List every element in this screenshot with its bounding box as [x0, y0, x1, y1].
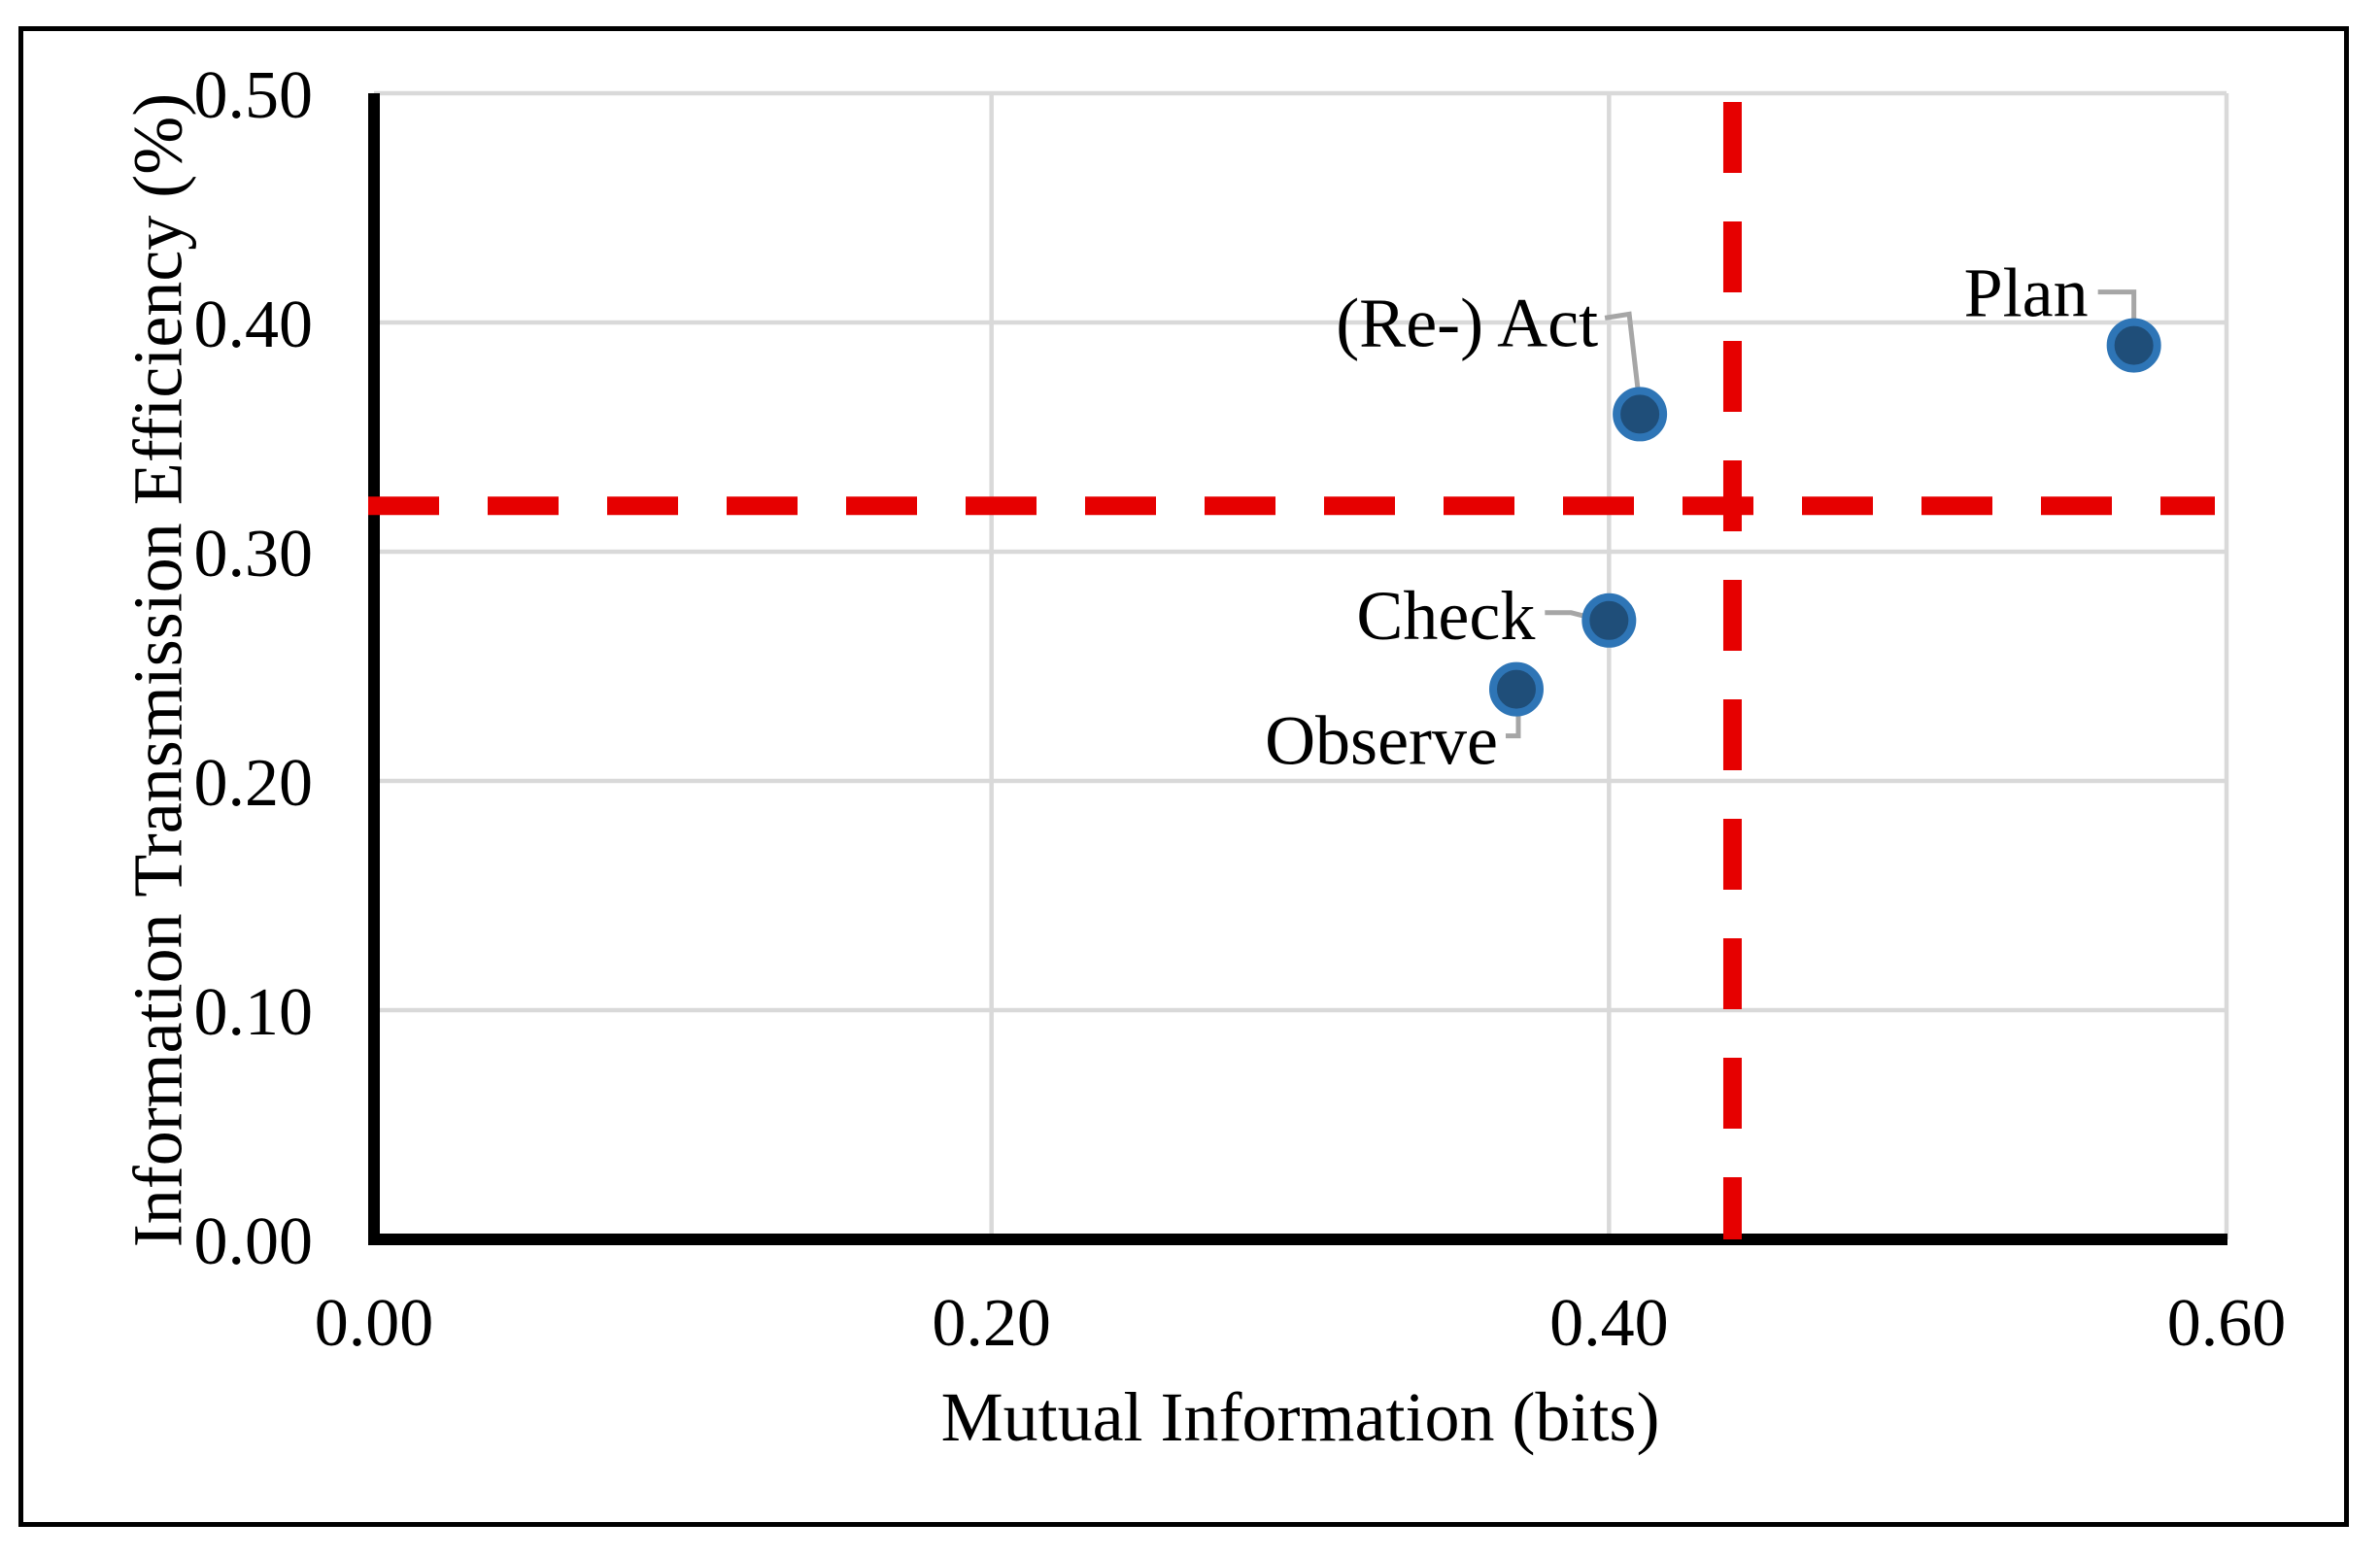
data-point	[1613, 387, 1668, 442]
y-tick-label: 0.00	[194, 1204, 314, 1279]
x-tick-label: 0.20	[932, 1286, 1051, 1361]
y-axis-title: Information Transmission Efficiency (%)	[119, 92, 197, 1248]
y-tick-label: 0.50	[194, 58, 314, 133]
y-tick-label: 0.20	[194, 746, 314, 821]
figure-border	[18, 26, 2349, 1527]
label-leader-line	[1604, 311, 1644, 416]
data-point-label: Observe	[1265, 702, 1498, 780]
data-point	[2106, 318, 2161, 373]
data-point-label: Plan	[1964, 254, 2089, 332]
y-tick-label: 0.10	[194, 975, 314, 1050]
data-point	[1581, 592, 1637, 648]
data-point	[1488, 661, 1544, 717]
x-axis-title: Mutual Information (bits)	[940, 1378, 1660, 1456]
data-point-label: (Re-) Act	[1336, 284, 1598, 361]
y-tick-label: 0.30	[194, 517, 314, 592]
data-point-label: Check	[1356, 577, 1535, 655]
x-tick-label: 0.00	[315, 1286, 434, 1361]
x-tick-label: 0.60	[2167, 1286, 2287, 1361]
x-tick-label: 0.40	[1549, 1286, 1669, 1361]
label-leader-line	[2097, 289, 2137, 324]
y-tick-label: 0.40	[194, 288, 314, 362]
